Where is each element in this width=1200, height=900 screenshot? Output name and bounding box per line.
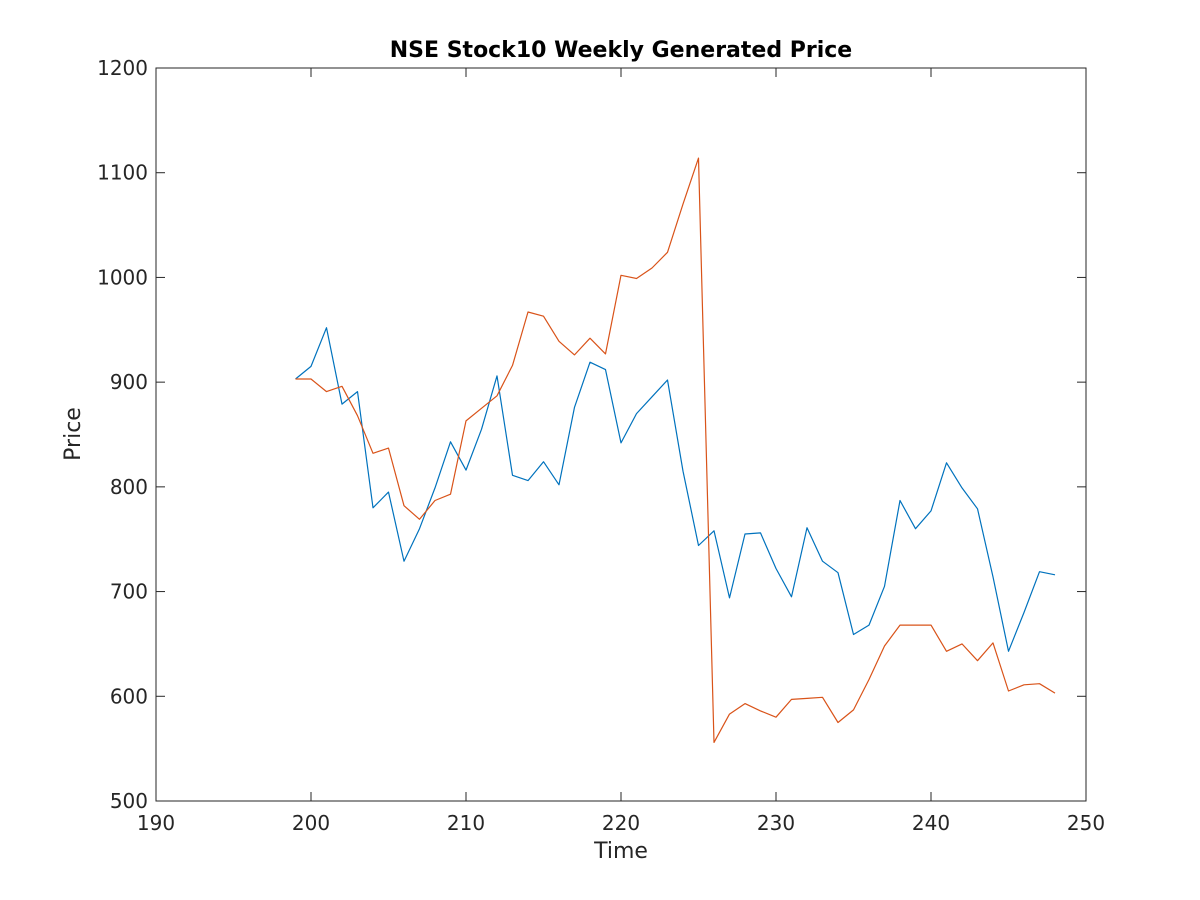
x-tick-label: 190 [137, 811, 175, 835]
x-tick-label: 240 [912, 811, 950, 835]
y-tick-label: 600 [110, 684, 148, 708]
y-tick-label: 1000 [97, 265, 148, 289]
y-tick-label: 900 [110, 370, 148, 394]
x-axis: 190 200 210 220 230 240 250 [137, 68, 1105, 835]
x-tick-label: 210 [447, 811, 485, 835]
x-axis-label: Time [593, 839, 648, 864]
y-tick-label: 800 [110, 475, 148, 499]
plot-area [155, 67, 1087, 802]
chart-title: NSE Stock10 Weekly Generated Price [390, 38, 852, 63]
series-line-1 [295, 327, 1056, 652]
y-tick-label: 500 [110, 789, 148, 813]
y-axis-label: Price [61, 407, 86, 461]
y-tick-label: 1200 [97, 56, 148, 80]
x-tick-label: 230 [757, 811, 795, 835]
series-layer [295, 157, 1056, 744]
x-tick-label: 200 [292, 811, 330, 835]
x-tick-label: 220 [602, 811, 640, 835]
x-tick-label: 250 [1067, 811, 1105, 835]
y-tick-label: 1100 [97, 161, 148, 185]
y-axis: 500 600 700 800 900 1000 1100 1200 [97, 56, 1086, 813]
series-line-2 [295, 157, 1056, 744]
y-tick-label: 700 [110, 580, 148, 604]
